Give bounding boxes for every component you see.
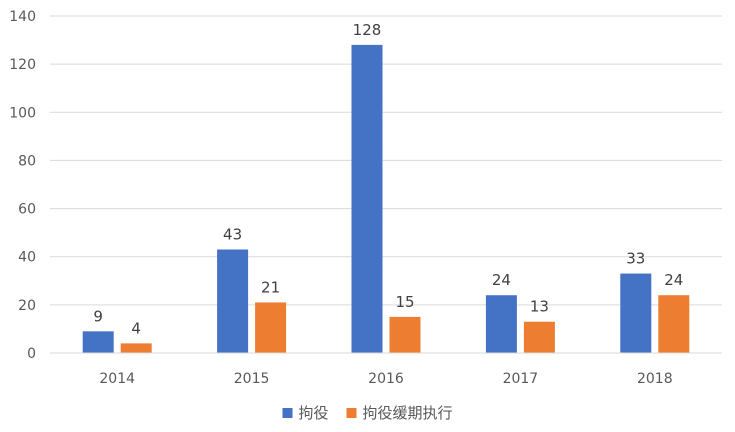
data-label: 24: [664, 271, 683, 289]
x-tick-label: 2016: [368, 371, 404, 387]
bar: [120, 343, 152, 353]
data-label: 13: [530, 298, 549, 316]
x-tick-label: 2017: [503, 371, 539, 387]
x-tick-label: 2015: [234, 371, 270, 387]
y-tick-label: 20: [18, 298, 36, 314]
data-label: 24: [492, 271, 511, 289]
x-tick-label: 2014: [99, 371, 135, 387]
bar: [658, 295, 690, 353]
bar: [389, 316, 421, 353]
data-label: 15: [395, 293, 414, 311]
bar: [523, 321, 555, 353]
data-label: 9: [93, 307, 103, 325]
y-tick-label: 0: [27, 346, 36, 362]
bar: [351, 44, 383, 354]
x-axis-ticks: 2014 2015 2016 2017 2018: [99, 371, 672, 387]
bar: [485, 295, 517, 353]
legend: 拘役 拘役缓期执行: [282, 404, 453, 422]
data-label: 4: [131, 319, 141, 337]
bar: [82, 331, 114, 353]
y-axis-ticks: 0 20 40 60 80 100 120 140: [9, 9, 36, 362]
y-tick-label: 80: [18, 153, 36, 169]
legend-swatch: [346, 408, 357, 418]
y-tick-label: 140: [9, 9, 36, 25]
y-tick-label: 40: [18, 250, 36, 266]
bar: [255, 302, 287, 353]
data-label: 33: [626, 250, 645, 268]
data-labels: 9 4 43 21 128 15 24 13 33 24: [93, 21, 683, 337]
bars: [82, 44, 690, 354]
legend-swatch: [282, 408, 293, 418]
data-label: 43: [223, 225, 242, 243]
x-tick-label: 2018: [637, 371, 673, 387]
y-tick-label: 120: [9, 57, 36, 73]
gridlines: [50, 15, 722, 306]
y-tick-label: 60: [18, 202, 36, 218]
bar: [620, 273, 652, 353]
data-label: 128: [353, 21, 382, 39]
bar: [217, 249, 249, 353]
y-tick-label: 100: [9, 105, 36, 121]
legend-label: 拘役缓期执行: [363, 404, 453, 422]
data-label: 21: [261, 278, 280, 296]
legend-label: 拘役: [299, 404, 329, 422]
